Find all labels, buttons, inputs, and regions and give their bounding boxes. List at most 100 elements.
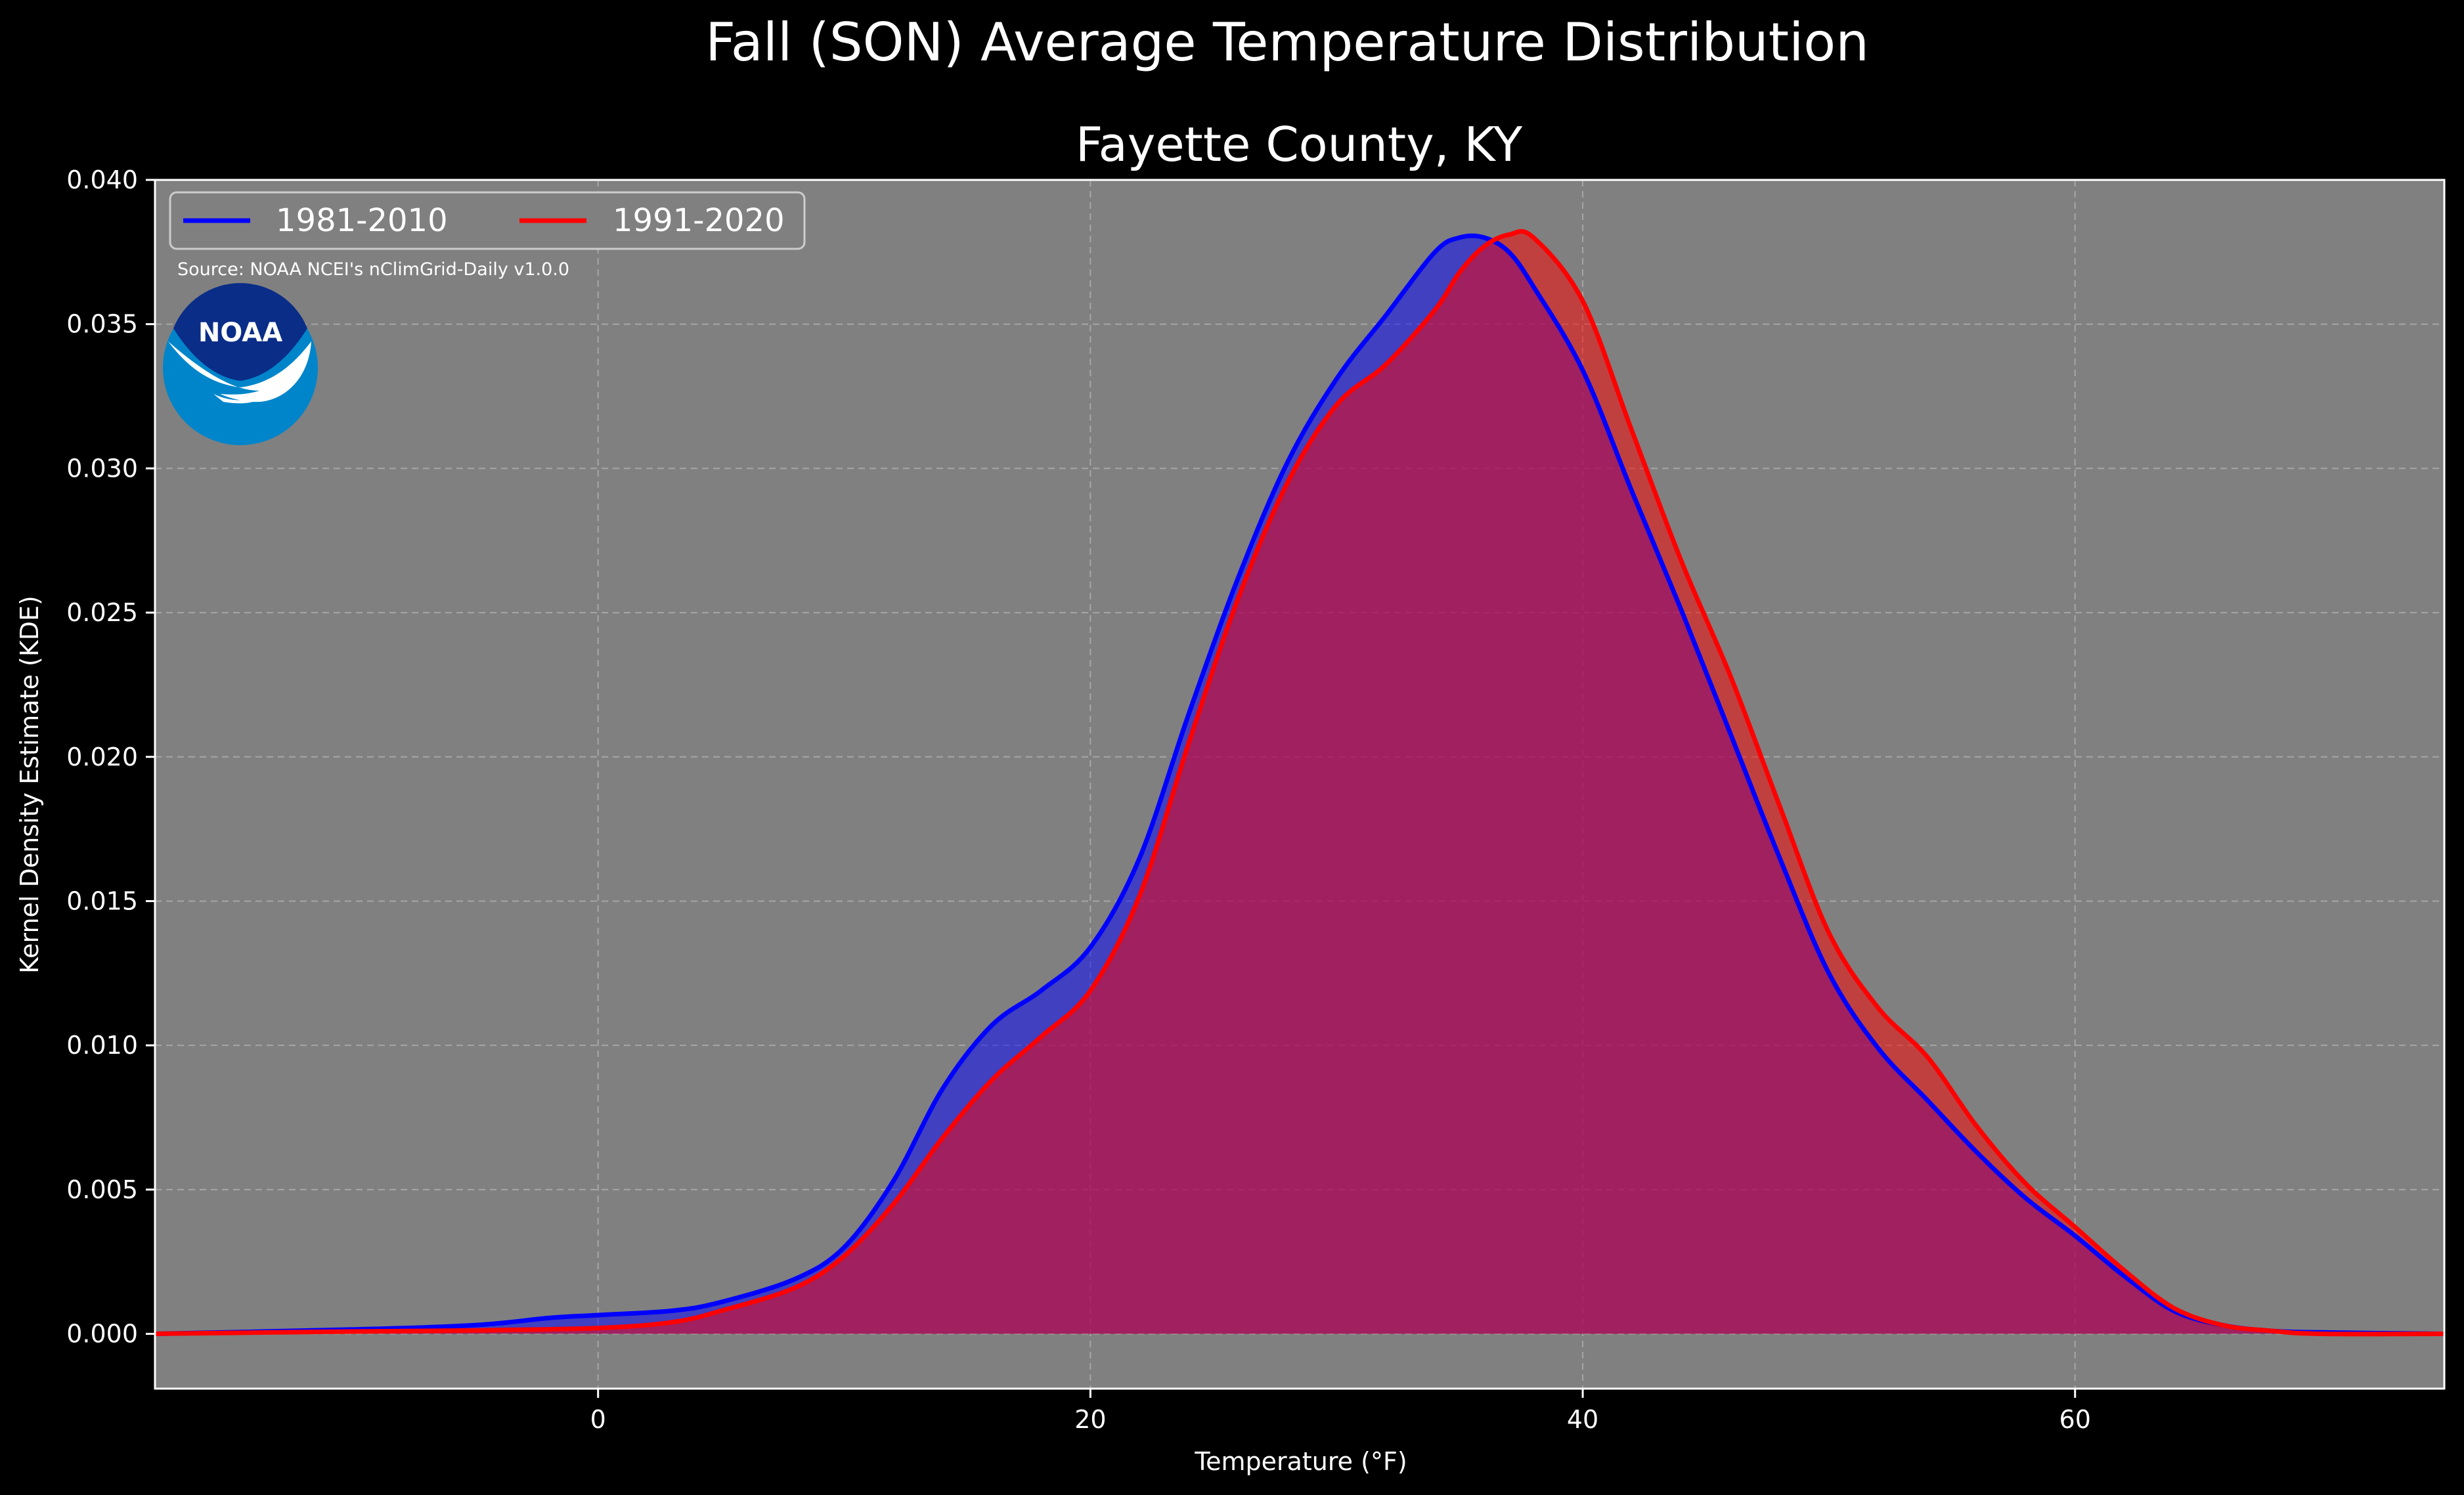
data-point-1991-2020 [1876,1006,1880,1010]
y-tick-label: 0.040 [66,165,138,194]
data-point-1991-2020 [1334,403,1338,407]
data-point-1981-2010 [843,1246,847,1249]
plot-frame [154,179,2446,1390]
data-point-1991-2020 [1088,989,1092,993]
data-point-1991-2020 [1827,931,1831,935]
data-point-1981-2010 [1975,1150,1979,1154]
data-point-1991-2020 [1679,559,1683,563]
data-point-1981-2010 [1531,285,1535,289]
data-point-1981-2010 [892,1179,896,1183]
chart-suptitle: Fall (SON) Average Temperature Distribut… [705,12,1869,73]
data-point-1991-2020 [1187,741,1191,745]
data-point-1991-2020 [1039,1035,1043,1039]
data-point-1981-2010 [1925,1098,1929,1102]
data-point-1991-2020 [1531,236,1535,240]
data-point-1981-2010 [1137,856,1141,860]
data-point-1991-2020 [940,1136,944,1140]
y-tick-label: 0.010 [66,1031,138,1060]
y-tick-label: 0.005 [66,1175,138,1204]
chart-title: Fayette County, KY [1076,117,1523,172]
data-point-1981-2010 [719,1300,723,1304]
legend: 1981-2010 1991-2020 [169,191,806,250]
plot-area [154,179,2446,1390]
x-tick-label: 60 [2059,1405,2091,1434]
data-point-1991-2020 [2123,1268,2126,1272]
data-point-1981-2010 [1482,236,1486,240]
data-point-1991-2020 [670,1320,674,1324]
y-tick-label: 0.035 [66,310,138,339]
x-tick-label: 20 [1074,1405,1106,1434]
legend-frame [169,191,806,250]
data-point-1981-2010 [793,1277,797,1281]
data-point-1991-2020 [2172,1306,2176,1310]
data-point-1991-2020 [1975,1124,1979,1128]
source-note: Source: NOAA NCEI's nClimGrid-Daily v1.0… [177,259,569,280]
data-point-1981-2010 [1236,576,1240,580]
x-axis-label: Temperature (°F) [1194,1447,1407,1476]
data-point-1991-2020 [2073,1225,2077,1229]
series-fill-1991-2020 [155,231,2444,1334]
series-line-1991-2020 [154,229,2445,1337]
series-lines [154,229,2445,1337]
data-point-1981-2010 [990,1023,994,1027]
data-point-1981-2010 [940,1087,944,1091]
y-tick-label: 0.000 [66,1320,138,1349]
data-point-1981-2010 [596,1313,600,1317]
data-point-1991-2020 [1630,429,1634,433]
series-fills [155,231,2444,1334]
data-point-1991-2020 [1384,362,1388,366]
data-point-1991-2020 [2024,1182,2028,1186]
data-point-1981-2010 [547,1316,551,1320]
data-point-1981-2010 [1876,1047,1880,1051]
data-point-1991-2020 [2221,1323,2225,1327]
data-point-1981-2010 [1827,971,1831,975]
noaa-logo: NOAA [163,283,318,445]
data-point-1981-2010 [1458,236,1462,240]
y-axis-ticks: 0.000 0.005 0.010 0.015 0.020 0.025 0.030 0.035… [66,165,155,1349]
data-point-1991-2020 [2270,1329,2274,1333]
data-point-1981-2010 [1630,490,1634,494]
data-point-1991-2020 [350,1330,354,1333]
data-point-1981-2010 [1187,712,1191,716]
data-point-1981-2010 [1088,945,1092,949]
data-point-1991-2020 [892,1202,896,1206]
data-point-1991-2020 [1137,894,1141,898]
series-line-1981-2010 [154,233,2445,1336]
data-point-1991-2020 [1728,674,1732,678]
data-point-1981-2010 [473,1323,477,1327]
y-tick-label: 0.020 [66,743,138,771]
data-point-1981-2010 [1507,250,1511,254]
y-tick-label: 0.025 [66,598,138,627]
data-point-1981-2010 [1581,368,1585,372]
data-point-1981-2010 [2073,1234,2077,1238]
data-point-1991-2020 [1925,1055,1929,1059]
x-tick-label: 40 [1567,1405,1598,1434]
data-point-1981-2010 [1433,250,1437,254]
data-point-1991-2020 [596,1326,600,1330]
legend-label-1981-2010: 1981-2010 [276,202,448,239]
data-point-1981-2010 [2024,1196,2028,1200]
data-point-1991-2020 [1433,308,1437,312]
data-point-1981-2010 [1728,732,1732,736]
data-point-1991-2020 [793,1286,797,1289]
data-point-1991-2020 [1458,271,1462,274]
data-point-1991-2020 [1778,804,1782,808]
y-tick-label: 0.030 [66,454,138,483]
logo-dark-cap [173,283,307,381]
data-point-1991-2020 [473,1328,477,1332]
data-point-1981-2010 [2123,1274,2126,1278]
logo-text: NOAA [198,318,282,348]
data-point-1991-2020 [990,1078,994,1082]
x-axis-ticks: 0 20 40 60 [590,1389,2091,1434]
data-point-1991-2020 [2320,1332,2323,1336]
data-point-1981-2010 [1039,989,1043,993]
data-point-1991-2020 [1507,232,1511,236]
data-point-1991-2020 [719,1309,723,1312]
logo-gull-wing [168,341,311,402]
data-point-1991-2020 [1581,299,1585,303]
data-point-1991-2020 [843,1254,847,1258]
data-point-1981-2010 [1679,608,1683,612]
data-point-1991-2020 [1285,481,1289,485]
data-point-1981-2010 [1384,314,1388,318]
